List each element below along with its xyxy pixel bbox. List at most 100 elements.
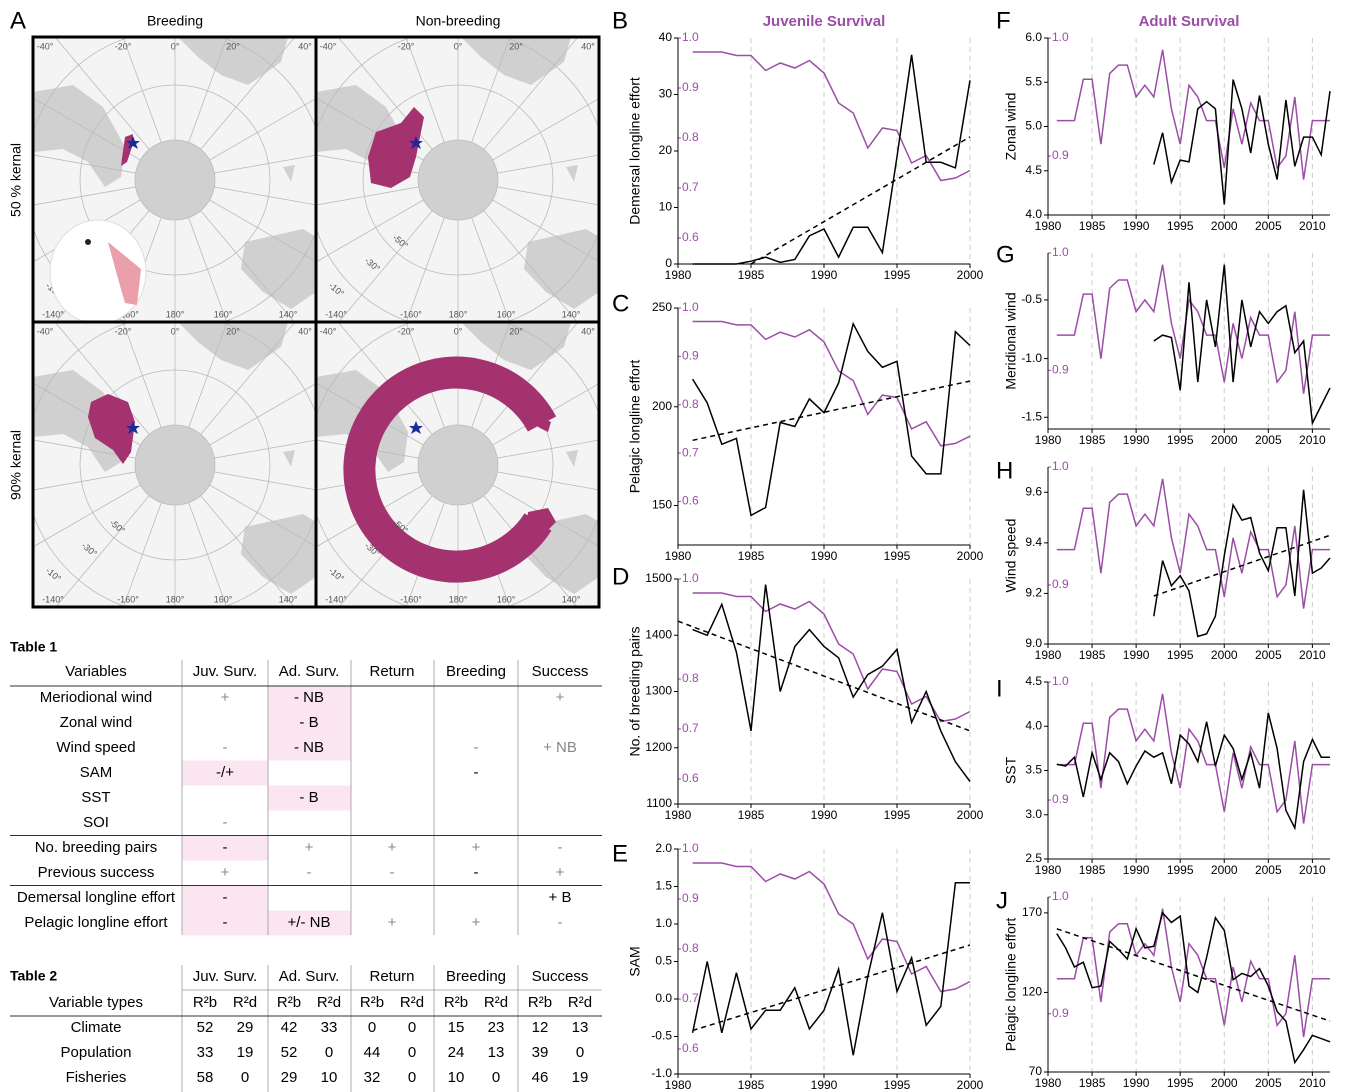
y-tick-label: -1.0 [651, 1066, 672, 1080]
meridian [497, 471, 599, 491]
cell: + [388, 839, 397, 856]
x-tick-label: 1985 [738, 549, 765, 563]
meridian [200, 495, 295, 607]
antarctica [418, 140, 498, 220]
cell: 23 [488, 1019, 505, 1036]
x-tick-label: 1980 [1035, 219, 1062, 233]
land [33, 370, 125, 472]
x-tick-label: 1995 [884, 808, 911, 822]
cell: 13 [572, 1019, 589, 1036]
colony-star [126, 421, 140, 434]
meridian [200, 210, 295, 322]
meridian [405, 37, 445, 143]
cell: 19 [572, 1069, 589, 1086]
column-header: Juv. Surv. [193, 663, 257, 680]
panel-letter: H [996, 457, 1013, 484]
trend-line [692, 380, 971, 442]
column-title: Breeding [147, 13, 203, 29]
x-tick-label: 1985 [1079, 863, 1106, 877]
map-label: 40° [581, 326, 595, 336]
trend-line [1056, 928, 1331, 1022]
row-label: SAM [80, 764, 113, 781]
x-tick-label: 2005 [1255, 863, 1282, 877]
land [241, 514, 316, 594]
y-tick-label: -0.5 [1021, 292, 1042, 306]
land [283, 165, 295, 182]
cell: + [388, 914, 397, 931]
sub-header: R²b [528, 994, 552, 1011]
series-line [1153, 79, 1331, 205]
y2-tick-label: 0.9 [1052, 148, 1069, 162]
y2-tick-label: 0.9 [1052, 792, 1069, 806]
meridian [209, 484, 316, 547]
cell: + [472, 839, 481, 856]
cell: 0 [492, 1069, 500, 1086]
row-label: Previous success [38, 864, 155, 881]
cell: - [474, 764, 479, 781]
y-tick-label: 1.5 [655, 879, 672, 893]
x-tick-label: 2005 [1255, 1076, 1282, 1090]
map-label: -20° [115, 326, 132, 336]
y-tick-label: 1500 [645, 571, 672, 585]
cell: 32 [364, 1069, 381, 1086]
map-label: 160° [497, 309, 516, 319]
map-label: -140° [42, 309, 64, 319]
meridian [200, 37, 296, 150]
row-label: Meriodional wind [40, 689, 153, 706]
y-tick-label: 1100 [646, 796, 672, 810]
meridian [492, 98, 599, 161]
series-line [1056, 49, 1330, 180]
meridian [188, 502, 228, 607]
meridian [497, 186, 599, 206]
map-label: -20° [398, 41, 415, 51]
x-tick-label: 1995 [884, 1078, 911, 1092]
cell: 24 [448, 1044, 465, 1061]
x-tick-label: 2005 [1255, 433, 1282, 447]
y-tick-label: 4.5 [1025, 674, 1042, 688]
cell: 13 [488, 1044, 505, 1061]
x-tick-label: 2000 [1211, 648, 1238, 662]
y2-tick-label: 0.8 [682, 397, 699, 411]
meridian [471, 217, 511, 322]
x-tick-label: 1995 [1167, 863, 1194, 877]
cell: 0 [576, 1044, 584, 1061]
meridian [405, 217, 445, 322]
panel-letter: G [996, 241, 1015, 268]
row-label: Population [61, 1044, 132, 1061]
panel-letter: C [612, 290, 629, 317]
x-tick-label: 2010 [1299, 648, 1326, 662]
cell: - NB [294, 739, 324, 756]
series-line [692, 320, 971, 447]
cell: - [474, 864, 479, 881]
meridian [188, 217, 228, 322]
y2-tick-label: 1.0 [682, 571, 699, 585]
map-label: 0° [171, 326, 180, 336]
y2-tick-label: 0.9 [1052, 363, 1069, 377]
series-line [691, 882, 970, 1056]
series-line [1056, 908, 1330, 1038]
cell-highlight [182, 835, 268, 861]
x-tick-label: 1995 [1167, 648, 1194, 662]
row-label: SST [81, 789, 110, 806]
y-tick-label: 0 [665, 256, 672, 270]
cell: 15 [448, 1019, 465, 1036]
map: -40°-20°0°20°40°-140°-160°180°160°140°-5… [33, 37, 316, 322]
trend-line [1153, 534, 1331, 597]
x-tick-label: 2000 [957, 808, 984, 822]
y-tick-label: 1400 [645, 627, 672, 641]
y2-tick-label: 1.0 [682, 300, 699, 314]
cell: 10 [321, 1069, 338, 1086]
cell: +/- NB [288, 914, 331, 931]
x-tick-label: 1990 [1123, 219, 1150, 233]
cell: 42 [281, 1019, 298, 1036]
albatross-eye [85, 239, 91, 245]
meridian [214, 471, 316, 491]
map-label: -20° [115, 41, 132, 51]
meridian [33, 382, 141, 446]
column-header: Breeding [446, 968, 506, 985]
meridian [471, 37, 511, 143]
map-label: 180° [449, 309, 468, 319]
x-tick-label: 2010 [1299, 219, 1326, 233]
y2-tick-label: 1.0 [682, 841, 699, 855]
